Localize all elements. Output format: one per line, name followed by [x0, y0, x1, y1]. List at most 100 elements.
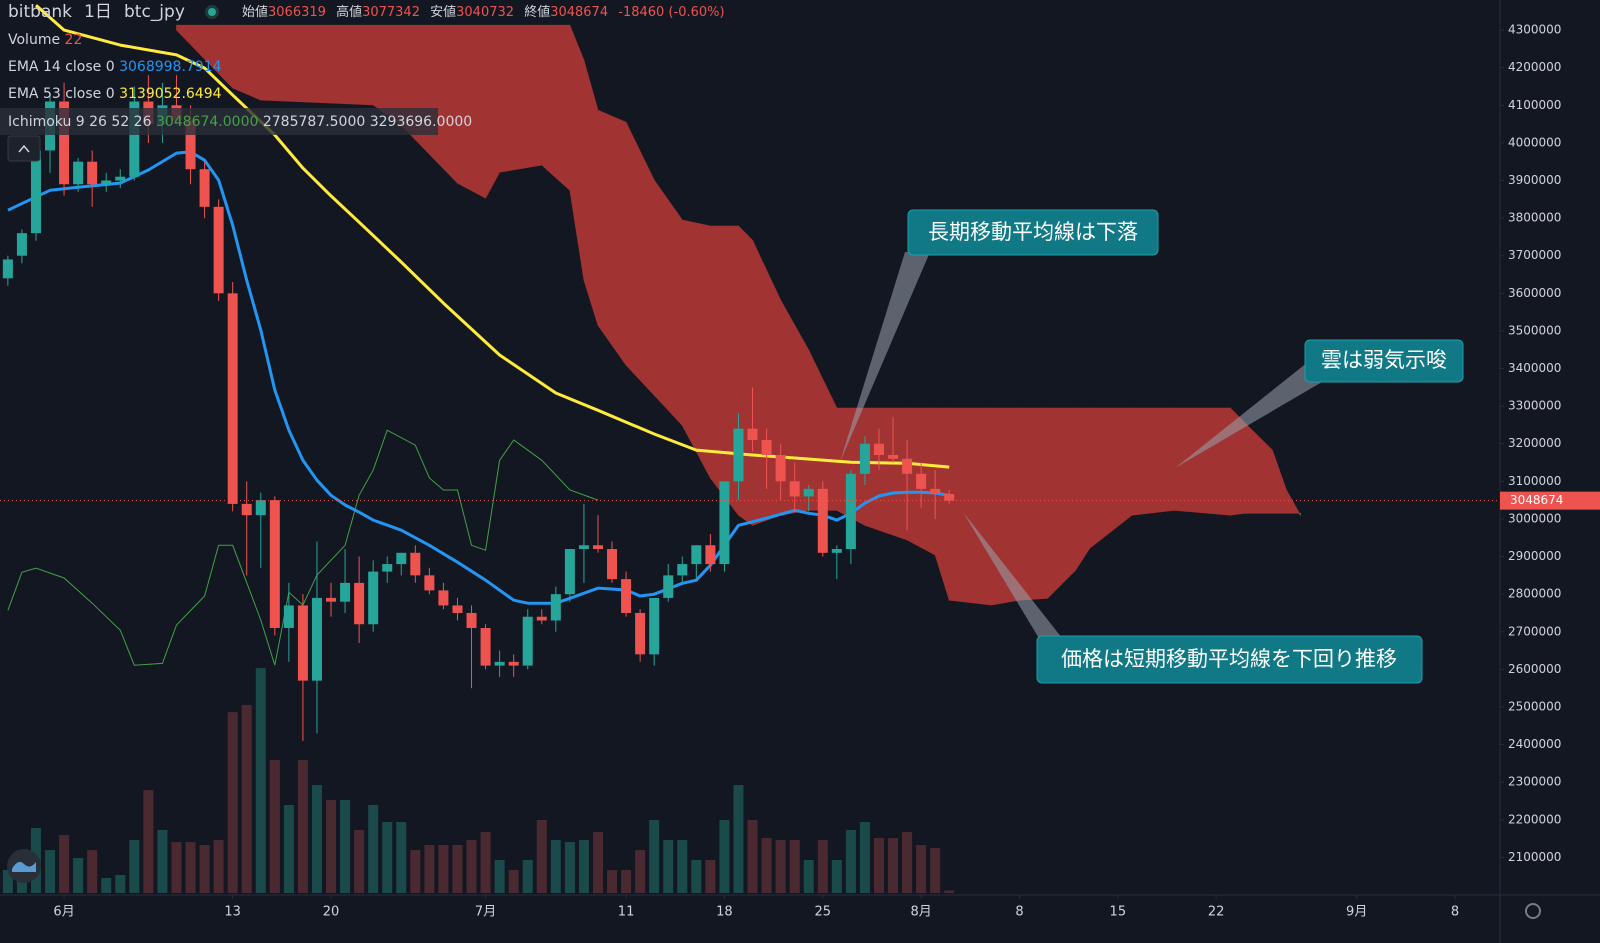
volume-bar — [101, 878, 112, 893]
volume-bar — [902, 832, 913, 893]
candle-body — [368, 571, 379, 625]
volume-bar — [536, 819, 547, 893]
volume-bar — [803, 859, 814, 893]
y-tick-label: 3600000 — [1508, 286, 1561, 300]
last-price-label: 3048674 — [1510, 493, 1563, 507]
cloud — [1298, 513, 1301, 517]
cloud — [260, 24, 374, 106]
cloud — [864, 407, 908, 541]
y-tick-label: 3800000 — [1508, 211, 1561, 225]
header: bitbank 1日 btc_jpy 始値3066319 高値3077342 安… — [8, 2, 725, 22]
volume-bar — [157, 830, 168, 893]
cloud — [541, 24, 571, 191]
y-tick-label: 2600000 — [1508, 662, 1561, 676]
legend-label: EMA 53 close 0 — [8, 86, 115, 102]
legend-item[interactable]: Ichimoku 9 26 52 26 3048674.0000 2785787… — [8, 114, 472, 130]
change: -18460 (-0.60%) — [618, 5, 724, 20]
y-tick-label: 2100000 — [1508, 850, 1561, 864]
volume-bar — [199, 844, 210, 893]
volume-bar — [930, 848, 941, 893]
y-tick-label: 2800000 — [1508, 587, 1561, 601]
ohlc-value: 3040732 — [456, 5, 514, 20]
volume-bar — [677, 840, 688, 893]
candle-body — [466, 612, 477, 629]
candle-body — [16, 233, 27, 256]
volume-bar — [241, 705, 252, 893]
cloud — [485, 24, 500, 199]
volume-bar — [396, 822, 407, 893]
volume-bar — [410, 850, 421, 893]
candle-body — [508, 661, 519, 666]
candle-body — [326, 597, 337, 602]
legend-label: Ichimoku 9 26 52 26 — [8, 114, 152, 130]
x-tick-label: 6月 — [53, 905, 74, 920]
callout: 雲は弱気示唆 — [1175, 339, 1464, 468]
cloud — [1019, 407, 1048, 601]
ohlc-value: 3048674 — [550, 5, 608, 20]
symbol[interactable]: btc_jpy — [124, 2, 185, 22]
y-tick-label: 3500000 — [1508, 323, 1561, 337]
collapse-button[interactable] — [7, 135, 41, 162]
y-tick-label: 3300000 — [1508, 399, 1561, 413]
legend-value: 3139052.6494 — [119, 86, 222, 102]
x-tick-label: 13 — [224, 905, 241, 920]
candle-body — [817, 488, 828, 553]
legend-item[interactable]: EMA 14 close 0 3068998.7914 — [8, 59, 222, 75]
callout-pointer — [963, 512, 1062, 640]
ohlc-value: 3077342 — [362, 5, 420, 20]
candle-body — [227, 293, 238, 504]
y-tick-label: 3100000 — [1508, 474, 1561, 488]
axes: 2100000 2200000 2300000 2400000 2500000 26000… — [53, 23, 1600, 920]
x-tick-label: 8月 — [910, 905, 931, 920]
candle-body — [859, 443, 870, 474]
volume-bar — [269, 760, 280, 893]
volume-bar — [635, 850, 646, 893]
x-tick-label: 8 — [1451, 905, 1459, 920]
volume-bar — [733, 785, 744, 893]
volume-bar — [171, 842, 182, 893]
candle-body — [522, 616, 533, 666]
settings-icon[interactable] — [1525, 903, 1541, 919]
volume-bar — [550, 840, 561, 893]
y-tick-label: 4200000 — [1508, 60, 1561, 74]
volume-bar — [859, 822, 870, 893]
y-tick-label: 2200000 — [1508, 812, 1561, 826]
legend-highlight — [0, 108, 438, 135]
volume-bar — [115, 874, 126, 893]
interval[interactable]: 1日 — [84, 2, 112, 22]
candle-body — [424, 575, 435, 591]
x-tick-label: 25 — [815, 905, 832, 920]
x-tick-label: 11 — [618, 905, 635, 920]
y-tick-label: 2500000 — [1508, 699, 1561, 713]
legend-item[interactable]: Volume 22 — [8, 32, 82, 48]
candle-body — [831, 549, 842, 553]
volume-bar — [789, 840, 800, 893]
candle-body — [382, 564, 393, 572]
candle-body — [916, 473, 927, 489]
candle-body — [944, 494, 955, 501]
cloud — [499, 24, 543, 173]
lagging-span — [7, 429, 599, 666]
volume-bar — [649, 819, 660, 893]
legend-item[interactable]: EMA 53 close 0 3139052.6494 — [8, 86, 222, 102]
candle-body — [663, 575, 674, 598]
volume-bar — [311, 785, 322, 893]
callout-text: 雲は弱気示唆 — [1321, 348, 1447, 372]
callout-text: 長期移動平均線は下落 — [928, 220, 1138, 244]
candle-body — [199, 169, 210, 207]
candle-body — [578, 545, 589, 550]
exchange[interactable]: bitbank — [8, 2, 72, 22]
candle-body — [494, 661, 505, 666]
candle-body — [550, 594, 561, 621]
cloud — [1173, 407, 1231, 516]
volume-bar — [578, 840, 589, 893]
volume-bar — [59, 835, 70, 893]
x-tick-label: 20 — [323, 905, 340, 920]
candle-body — [241, 503, 252, 516]
candle-body — [775, 455, 786, 482]
candle-body — [213, 206, 224, 294]
cloud — [1131, 407, 1175, 516]
candle-body — [452, 605, 463, 613]
callout: 長期移動平均線は下落 — [840, 209, 1159, 462]
y-tick-label: 2300000 — [1508, 775, 1561, 789]
